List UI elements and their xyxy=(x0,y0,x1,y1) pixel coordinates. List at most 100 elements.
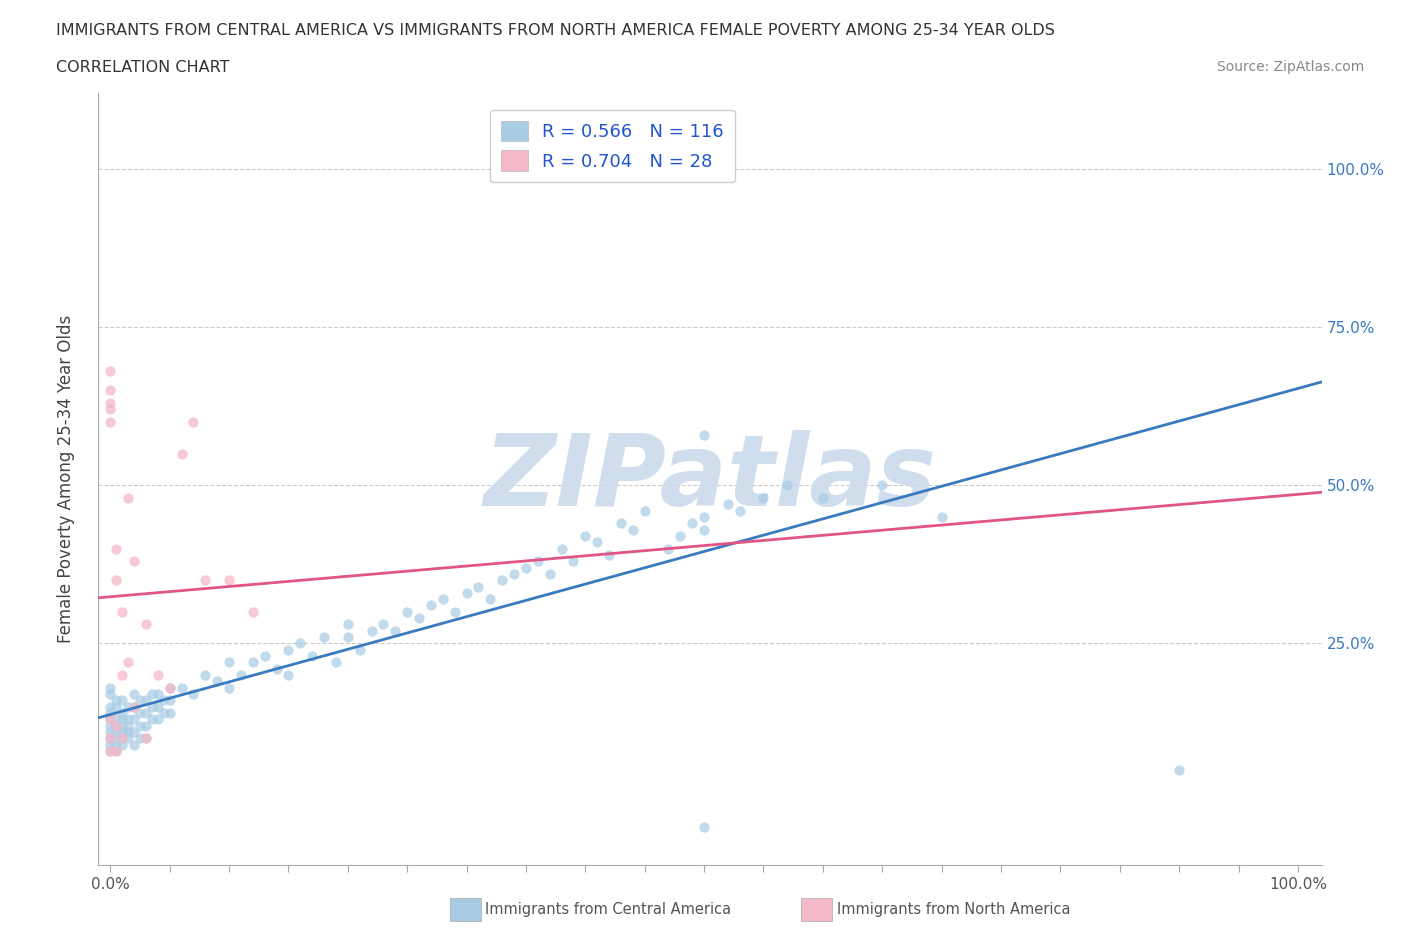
Point xyxy=(218,573,240,588)
Point xyxy=(728,503,751,518)
Point xyxy=(159,706,181,721)
Legend: R = 0.566   N = 116, R = 0.704   N = 28: R = 0.566 N = 116, R = 0.704 N = 28 xyxy=(489,110,734,182)
Point xyxy=(122,686,145,701)
Point xyxy=(141,686,163,701)
Point xyxy=(183,415,205,430)
Point xyxy=(693,522,716,537)
Point xyxy=(111,731,134,746)
Point xyxy=(129,718,152,733)
Point xyxy=(550,541,572,556)
Point xyxy=(538,566,561,581)
Point xyxy=(349,643,371,658)
Point xyxy=(1168,763,1191,777)
Point xyxy=(98,686,121,701)
Point xyxy=(122,712,145,727)
Point xyxy=(122,699,145,714)
Point xyxy=(218,681,240,696)
Point xyxy=(98,383,121,398)
Point xyxy=(170,681,193,696)
Point xyxy=(634,503,657,518)
Point xyxy=(669,528,692,543)
Point xyxy=(98,724,121,739)
Point xyxy=(98,731,121,746)
Point xyxy=(146,668,169,683)
Point xyxy=(98,364,121,379)
Point xyxy=(396,604,419,619)
Point xyxy=(122,724,145,739)
Point xyxy=(98,712,121,727)
Point xyxy=(574,528,596,543)
Point xyxy=(111,604,134,619)
Point xyxy=(122,737,145,752)
Point xyxy=(811,490,834,505)
Point xyxy=(752,490,775,505)
Point xyxy=(515,560,537,575)
Point xyxy=(152,693,174,708)
Point xyxy=(111,718,134,733)
Point xyxy=(242,655,264,670)
Point xyxy=(117,699,139,714)
Point xyxy=(776,478,799,493)
Point xyxy=(159,681,181,696)
Point xyxy=(117,718,139,733)
Point xyxy=(105,541,128,556)
Point xyxy=(183,686,205,701)
Point xyxy=(432,591,454,606)
Point xyxy=(290,636,312,651)
Text: ZIPatlas: ZIPatlas xyxy=(484,431,936,527)
Point xyxy=(111,706,134,721)
Y-axis label: Female Poverty Among 25-34 Year Olds: Female Poverty Among 25-34 Year Olds xyxy=(56,315,75,643)
Point xyxy=(98,712,121,727)
Point xyxy=(117,724,139,739)
Point xyxy=(360,623,382,638)
Point xyxy=(693,427,716,442)
Point xyxy=(152,706,174,721)
Point xyxy=(135,731,157,746)
Point xyxy=(135,718,157,733)
Point xyxy=(586,535,609,550)
Point xyxy=(105,737,128,752)
Point xyxy=(467,579,489,594)
Point xyxy=(693,819,716,834)
Point xyxy=(98,415,121,430)
Point xyxy=(301,648,323,663)
Point xyxy=(681,516,703,531)
Point xyxy=(194,573,217,588)
Point xyxy=(129,693,152,708)
Point xyxy=(141,699,163,714)
Point xyxy=(129,731,152,746)
Point xyxy=(229,668,252,683)
Point xyxy=(146,686,169,701)
Point xyxy=(105,744,128,759)
Point xyxy=(479,591,502,606)
Point xyxy=(456,585,478,600)
Point xyxy=(408,611,430,626)
Text: IMMIGRANTS FROM CENTRAL AMERICA VS IMMIGRANTS FROM NORTH AMERICA FEMALE POVERTY : IMMIGRANTS FROM CENTRAL AMERICA VS IMMIG… xyxy=(56,23,1054,38)
Point xyxy=(242,604,264,619)
Text: Source: ZipAtlas.com: Source: ZipAtlas.com xyxy=(1216,60,1364,74)
Point xyxy=(98,731,121,746)
Point xyxy=(218,655,240,670)
Point xyxy=(205,674,228,689)
Point xyxy=(146,712,169,727)
Point xyxy=(117,731,139,746)
Point xyxy=(277,668,299,683)
Point xyxy=(870,478,893,493)
Point xyxy=(159,693,181,708)
Point xyxy=(98,737,121,752)
Point xyxy=(105,724,128,739)
Point xyxy=(503,566,526,581)
Point xyxy=(443,604,465,619)
Point xyxy=(98,718,121,733)
Point xyxy=(170,446,193,461)
Point xyxy=(194,668,217,683)
Point xyxy=(117,490,139,505)
Point xyxy=(253,648,276,663)
Point xyxy=(105,712,128,727)
Text: CORRELATION CHART: CORRELATION CHART xyxy=(56,60,229,75)
Point xyxy=(384,623,406,638)
Point xyxy=(98,699,121,714)
Point xyxy=(373,617,395,631)
Point xyxy=(111,737,134,752)
Point xyxy=(98,395,121,410)
